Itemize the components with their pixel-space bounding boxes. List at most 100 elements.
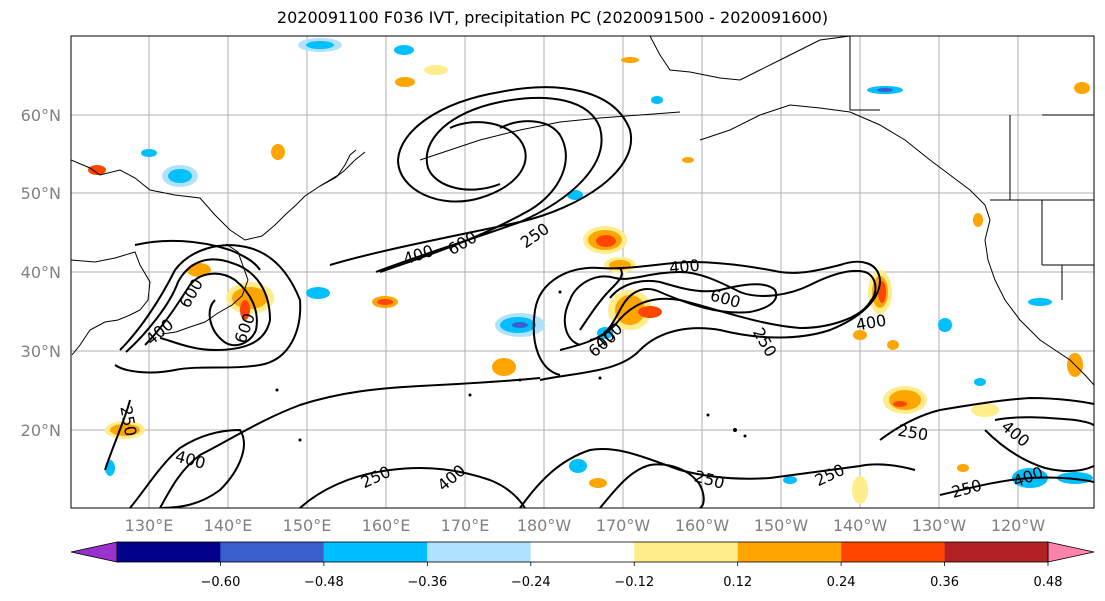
boundary-states [1009,115,1094,300]
precip-patch [492,358,516,376]
contour-250 [519,448,916,508]
contour-250 [532,260,882,381]
precip-patch [938,318,952,332]
precip-patch [141,149,157,157]
lon-tick-label: 160°E [362,516,411,535]
longitude-labels: 130°E 140°E 150°E 160°E 170°E 180°W 170°W 160°W… [125,516,1046,535]
colorbar-tick-label: 0.48 [1034,575,1063,590]
precip-patch [395,77,415,87]
coastline-alaska [649,36,851,81]
lon-tick-label: 160°W [675,516,730,535]
colorbar-tick-label: −0.60 [201,575,241,590]
precip-patch [187,263,211,277]
lat-tick-label: 20°N [21,421,61,440]
lon-tick-label: 150°W [754,516,809,535]
colorbar-segment [117,542,221,562]
colorbar-segment [634,542,738,562]
contour-400 [125,258,272,353]
contour-400 [299,467,526,508]
precip-patch [957,464,969,472]
colorbar: −0.60 −0.48 −0.36 −0.24 −0.12 0.12 0.24 0.36 0.4… [70,541,1095,590]
precip-patch [853,330,867,340]
precip-patch [877,88,893,92]
precip-patch [852,476,868,504]
colorbar-tick-label: 0.24 [827,575,856,590]
colorbar-tick-label: −0.12 [614,575,654,590]
precip-patch [682,157,694,163]
coastline-na-west [984,204,1094,386]
precip-patch [974,378,986,386]
precip-patch [168,169,192,183]
figure-title: 2020091100 F036 IVT, precipitation PC (2… [276,8,829,27]
ivt-contours [104,86,1094,508]
colorbar-segment [737,542,842,562]
lon-tick-label: 140°E [204,516,253,535]
colorbar-tick-label: −0.36 [407,575,447,590]
coastlines [71,36,1094,386]
colorbar-frame [116,541,1049,563]
contour-label: 400 [668,256,700,278]
precip-patch [377,299,393,305]
colorbar-segment [427,542,531,562]
colorbar-segment [220,542,324,562]
precip-patch [512,322,528,328]
colorbar-tick-label: −0.48 [304,575,344,590]
precip-patch [110,424,140,436]
precip-patch [240,300,250,320]
contour-600 [579,267,623,331]
colorbar-segment [323,542,428,562]
precip-patch [1074,82,1090,94]
lon-tick-label: 150°E [283,516,332,535]
colorbar-segment [530,542,635,562]
precip-patch [596,235,616,247]
precip-patch [569,459,587,473]
lat-tick-label: 30°N [21,342,61,361]
lon-tick-label: 130°E [125,516,174,535]
boundary-canada-us [849,36,1094,265]
precip-patch [306,41,334,49]
latitude-labels: 60°N 50°N 40°N 30°N 20°N [21,106,61,440]
coastline-alaska-south [699,104,986,206]
lat-tick-label: 50°N [21,184,61,203]
gridlines [71,36,1094,508]
contour-400 [129,428,245,508]
contour-400 [599,463,705,508]
contour-600 [589,279,778,341]
lon-tick-label: 180°W [517,516,572,535]
colorbar-segment [944,542,1048,562]
lon-tick-label: 170°W [596,516,651,535]
colorbar-tick-label: 0.36 [930,575,959,590]
precip-patch [783,476,797,484]
precip-patch [887,340,899,350]
precip-patch [88,165,106,175]
precip-patch [889,390,921,410]
lon-tick-label: 140°W [833,516,888,535]
coastline-japan [161,243,249,335]
lon-tick-label: 130°W [912,516,967,535]
contour-400 [375,96,603,273]
precip-patch [638,306,662,318]
coastline-korea-china [71,251,151,356]
contour-600 [379,120,567,273]
colorbar-tick-label: 0.12 [723,575,752,590]
contour-400 [984,429,1094,473]
map-frame [70,35,1095,509]
colorbar-segment [841,542,945,562]
contour-250 [879,396,1094,441]
lon-tick-label: 120°W [991,516,1046,535]
precip-patch [589,478,607,488]
precip-patch [394,45,414,55]
contour-250 [939,476,1094,496]
aleutians [419,111,681,161]
contour-250 [159,377,541,508]
precip-patch [271,144,285,160]
contour-600 [144,272,258,347]
precip-patch [973,213,983,227]
precip-patch [651,96,663,104]
colorbar-extend-max [1047,541,1095,563]
precip-patch [971,403,999,417]
contour-250 [114,244,302,374]
contour-250 [104,399,131,471]
precip-patch [424,65,448,75]
